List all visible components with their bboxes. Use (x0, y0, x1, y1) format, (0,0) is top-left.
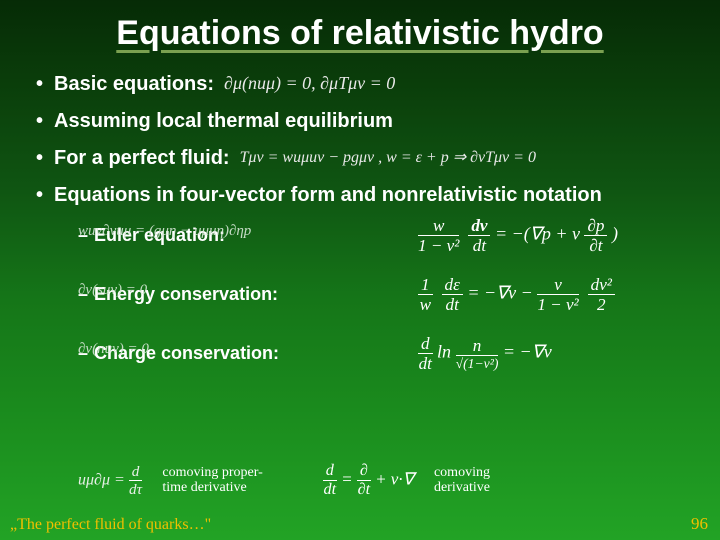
equation-rhs: w1 − v² dvdt = −(∇p + v ∂p∂t ) (418, 217, 618, 254)
bullet-thermal-equilibrium: • Assuming local thermal equilibrium (36, 110, 684, 133)
equation-rhs: 1w dεdt = −∇v − v1 − v² dv²2 (418, 276, 615, 313)
slide-title: Equations of relativistic hydro (0, 0, 720, 53)
bullet-dot-icon: • (36, 73, 54, 96)
equation-ghost: ∂ν(nuν) = 0 (78, 341, 149, 358)
footer-equation-2: ddt = ∂∂t + v·∇ (323, 463, 414, 498)
bullet-dot-icon: • (36, 110, 54, 133)
equation-text: Tμν = wuμuν − pgμν , w = ε + p ⇒ ∂νTμν =… (240, 147, 536, 167)
sub-euler: wuν∂νuμ = (gμη − uμuη)∂ηp –Euler equatio… (78, 217, 684, 254)
bullet-four-vector: • Equations in four-vector form and nonr… (36, 184, 684, 207)
bullet-label: For a perfect fluid: (54, 147, 230, 170)
bullet-label: Equations in four-vector form and nonrel… (54, 184, 602, 207)
sub-charge: ∂ν(nuν) = 0 –Charge conservation: ddt ln… (78, 335, 684, 372)
sub-energy: ∂ν(suν) = 0 –Energy conservation: 1w dεd… (78, 276, 684, 313)
footer-equation-1: uμ∂μ = ddτ (78, 464, 142, 497)
equation-rhs: ddt ln n√(1−v²) = −∇v (418, 335, 552, 372)
footer-note-1: comoving proper-time derivative (162, 465, 262, 496)
bullet-basic-equations: • Basic equations: ∂μ(nuμ) = 0, ∂μTμν = … (36, 73, 684, 96)
content-area: • Basic equations: ∂μ(nuμ) = 0, ∂μTμν = … (0, 53, 720, 373)
footer-quote: „The perfect fluid of quarks…" (10, 516, 211, 534)
equation-ghost: ∂ν(suν) = 0 (78, 282, 147, 299)
equation-text: ∂μ(nuμ) = 0, ∂μTμν = 0 (224, 73, 395, 94)
bullet-perfect-fluid: • For a perfect fluid: Tμν = wuμuν − pgμ… (36, 147, 684, 170)
footer-note-2: comovingderivative (434, 465, 490, 496)
equation-ghost: wuν∂νuμ = (gμη − uμuη)∂ηp (78, 223, 251, 240)
bullet-dot-icon: • (36, 184, 54, 207)
footer-derivatives: uμ∂μ = ddτ comoving proper-time derivati… (78, 463, 700, 498)
bullet-label: Basic equations: (54, 73, 214, 96)
bullet-label: Assuming local thermal equilibrium (54, 110, 393, 133)
bullet-dot-icon: • (36, 147, 54, 170)
page-number: 96 (691, 514, 708, 534)
sub-bullets: wuν∂νuμ = (gμη − uμuη)∂ηp –Euler equatio… (36, 217, 684, 373)
